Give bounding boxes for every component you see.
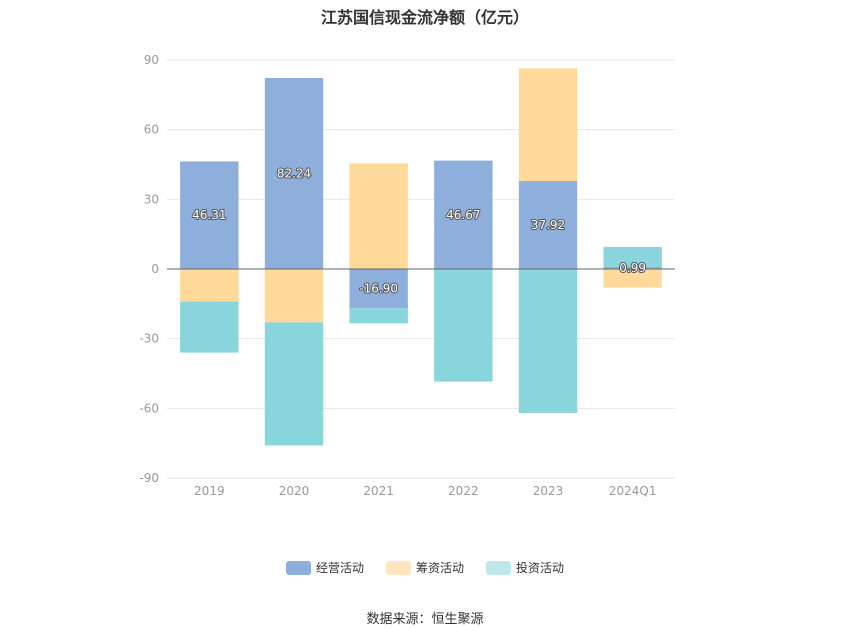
data-label: 46.31: [192, 208, 226, 222]
bar-2-2[interactable]: [349, 308, 408, 324]
bar-0-1[interactable]: [264, 78, 324, 269]
bar-0-3[interactable]: [434, 160, 493, 269]
x-tick-label: 2020: [279, 484, 310, 498]
y-tick-label: 0: [151, 262, 159, 276]
y-tick-label: -60: [139, 401, 159, 415]
x-tick-label: 2024Q1: [609, 484, 657, 498]
data-label: 46.67: [446, 208, 480, 222]
y-tick-label: 90: [144, 53, 159, 67]
x-tick-label: 2022: [448, 484, 479, 498]
x-tick-label: 2021: [363, 484, 394, 498]
data-label: 82.24: [277, 167, 311, 181]
legend-swatch: [486, 560, 511, 575]
y-tick-label: 30: [144, 192, 159, 206]
bar-1-4[interactable]: [518, 68, 578, 181]
y-tick-label: -30: [139, 332, 159, 346]
bar-0-5[interactable]: [603, 266, 662, 269]
bar-2-0[interactable]: [180, 301, 239, 353]
x-tick-label: 2019: [194, 484, 225, 498]
legend: 经营活动 筹资活动 投资活动: [0, 559, 850, 576]
data-label: 37.92: [531, 218, 565, 232]
legend-label: 投资活动: [516, 561, 565, 575]
bar-1-1[interactable]: [264, 269, 324, 323]
chart-title: 江苏国信现金流净额（亿元）: [320, 8, 529, 27]
legend-label: 经营活动: [315, 561, 364, 575]
bar-2-3[interactable]: [434, 269, 493, 382]
data-labels: 46.31 82.24 -16.90 46.67 37.92 0.99: [191, 166, 647, 297]
bar-2-4[interactable]: [518, 269, 578, 413]
bar-0-0[interactable]: [180, 161, 239, 269]
bar-1-2[interactable]: [349, 163, 408, 269]
bar-0-4[interactable]: [518, 180, 578, 269]
bar-0-2[interactable]: [349, 269, 408, 309]
y-tick-label: 60: [144, 123, 159, 137]
bar-1-5[interactable]: [603, 269, 662, 288]
legend-label: 筹资活动: [415, 561, 464, 575]
bars: [180, 68, 662, 446]
axes: 90 60 30 0 -30 -60 -90 2019 2020 2021 2022 2023 2024…: [139, 53, 675, 498]
bar-2-5[interactable]: [603, 246, 662, 267]
bar-1-0[interactable]: [180, 269, 239, 302]
data-label: -16.90: [359, 282, 398, 296]
grid-lines: [167, 59, 675, 479]
y-tick-label: -90: [139, 471, 159, 485]
legend-swatch: [285, 560, 311, 575]
legend-item[interactable]: 筹资活动: [385, 559, 464, 576]
legend-item[interactable]: 投资活动: [486, 559, 564, 576]
x-tick-label: 2023: [533, 484, 564, 498]
legend-item[interactable]: 经营活动: [285, 559, 364, 576]
data-source: 数据来源：恒生聚源: [366, 612, 484, 627]
legend-swatch: [385, 560, 411, 575]
bar-2-1[interactable]: [264, 322, 324, 446]
data-label: 0.99: [619, 261, 646, 275]
